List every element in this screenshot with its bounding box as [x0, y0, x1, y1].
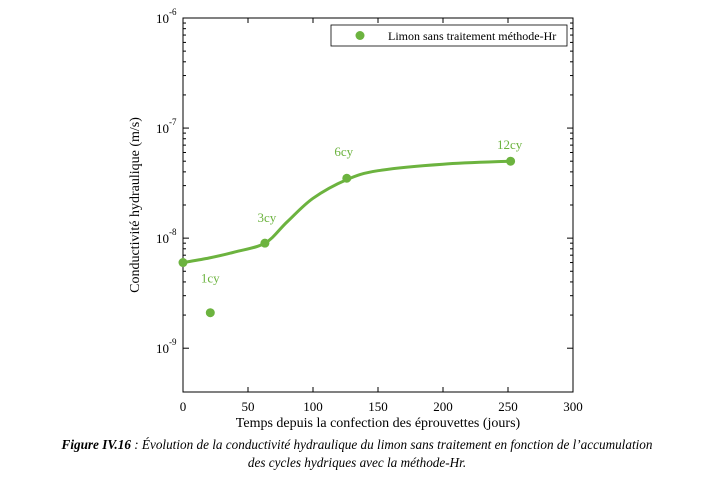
point-label: 12cy	[497, 137, 523, 152]
data-point	[506, 156, 516, 166]
data-point	[178, 258, 188, 268]
legend-marker	[355, 31, 365, 40]
y-axis-label: Conductivité hydraulique (m/s)	[128, 117, 143, 293]
data-points	[178, 156, 516, 318]
y-tick-label: 10	[156, 11, 169, 26]
x-tick-label: 200	[433, 399, 453, 414]
data-point	[205, 308, 215, 318]
trend-curve-layer	[182, 159, 511, 265]
caption-line2: des cycles hydriques avec la méthode-Hr.	[247, 455, 467, 470]
point-label: 3cy	[258, 210, 277, 225]
y-tick-label: 10	[156, 231, 169, 246]
point-label: 6cy	[334, 144, 353, 159]
y-tick-exponent: -9	[169, 337, 177, 347]
point-labels: 1cy 3cy 6cy 12cy	[201, 137, 523, 286]
legend: Limon sans traitement méthode-Hr	[330, 24, 568, 47]
x-axis-label: Temps depuis la confection des éprouvett…	[236, 416, 521, 431]
x-tick-label: 300	[563, 399, 583, 414]
x-tick-label: 50	[242, 399, 255, 414]
y-tick-exponent: -7	[169, 117, 177, 127]
plot-area	[182, 17, 574, 393]
y-tick-exponent: -6	[169, 7, 177, 17]
x-tick-label: 250	[498, 399, 518, 414]
y-tick-label: 10	[156, 341, 169, 356]
data-point	[342, 173, 352, 183]
figure-caption: Figure IV.16 : Évolution de la conductiv…	[0, 436, 714, 472]
x-tick-label: 100	[303, 399, 323, 414]
data-point	[260, 238, 270, 248]
caption-lead: Figure IV.16	[61, 437, 131, 452]
y-tick-exponent: -8	[169, 227, 177, 237]
y-tick-label: 10	[156, 121, 169, 136]
legend-label: Limon sans traitement méthode-Hr	[388, 29, 556, 43]
x-tick-label: 0	[180, 399, 187, 414]
x-tick-label: 150	[368, 399, 388, 414]
trend-curve	[182, 159, 511, 265]
point-label: 1cy	[201, 271, 220, 286]
legend-box	[330, 24, 568, 47]
caption-text: : Évolution de la conductivité hydrauliq…	[130, 437, 653, 452]
